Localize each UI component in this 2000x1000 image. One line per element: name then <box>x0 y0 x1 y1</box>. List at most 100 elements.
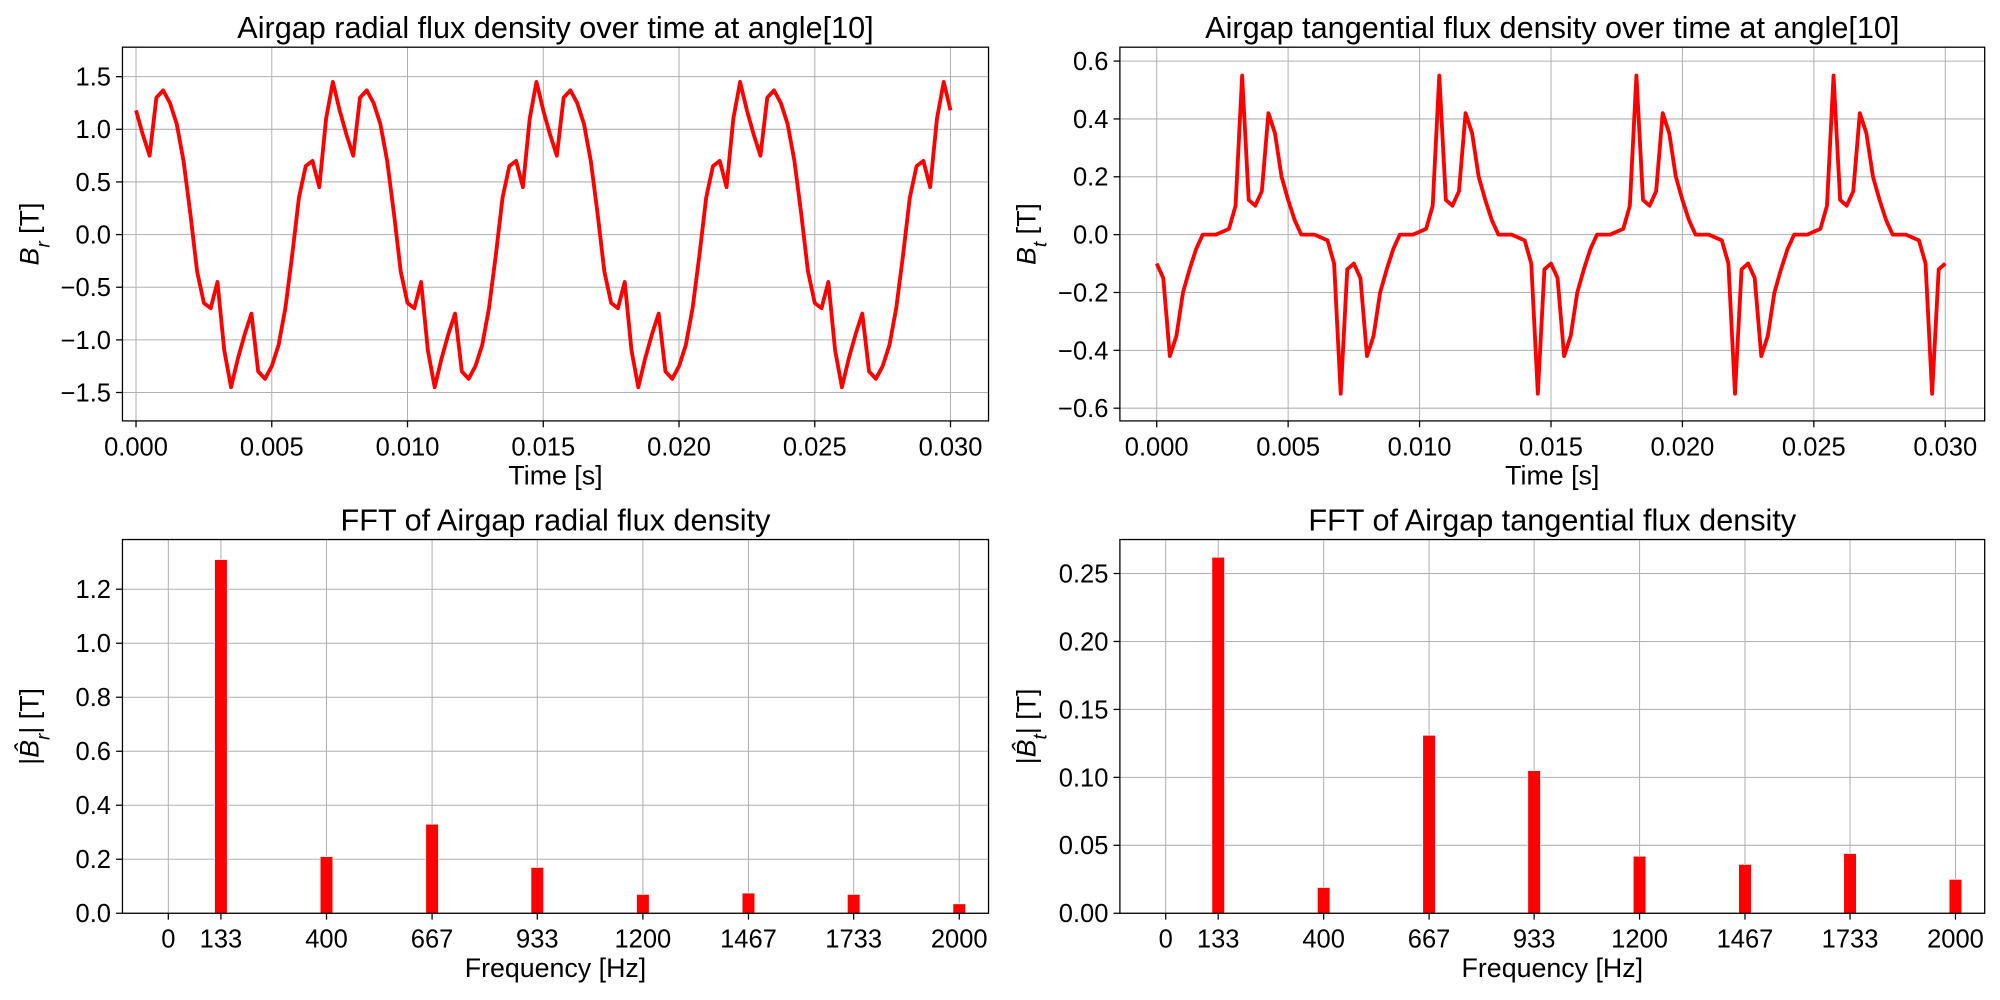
x-tick-label: 1733 <box>1822 926 1879 954</box>
x-axis-label: Time [s] <box>1505 461 1599 491</box>
y-tick-label: 0.10 <box>1059 764 1109 792</box>
bar <box>1527 770 1541 914</box>
x-tick-label: 0.030 <box>1913 433 1977 461</box>
y-tick-label: 1.0 <box>76 630 111 658</box>
x-tick-label: 1200 <box>1611 926 1668 954</box>
bar <box>425 823 439 914</box>
y-tick-label: 0.0 <box>1073 222 1108 250</box>
x-tick-label: 0.000 <box>104 433 168 461</box>
y-tick-label: 0.00 <box>1059 900 1109 928</box>
y-tick-label: −0.4 <box>1058 337 1108 365</box>
y-tick-label: −0.6 <box>1058 395 1108 423</box>
y-tick-label: 0.4 <box>76 792 111 820</box>
y-axis-label-part: B̂ <box>1011 739 1041 757</box>
y-axis-label-part: | [T] <box>14 688 44 734</box>
y-tick-label: −0.5 <box>61 274 111 302</box>
x-tick-label: 1467 <box>720 926 777 954</box>
y-axis-label: |B̂r| [T] <box>14 688 54 765</box>
y-tick-label: 0.05 <box>1059 832 1109 860</box>
y-tick-label: 1.5 <box>76 64 111 92</box>
y-tick-label: 0.2 <box>1073 164 1108 192</box>
y-tick-label: 0.8 <box>76 684 111 712</box>
subplot-title: Airgap radial flux density over time at … <box>237 11 873 45</box>
x-axis-label: Time [s] <box>508 461 602 491</box>
x-tick-label: 0.020 <box>647 433 711 461</box>
axes-frame <box>121 46 990 422</box>
y-axis-label: |B̂t| [T] <box>1011 689 1051 765</box>
x-tick-label: 400 <box>1302 926 1345 954</box>
y-tick-label: 1.0 <box>76 116 111 144</box>
bar <box>636 893 650 914</box>
x-tick-label: 0.015 <box>1519 433 1583 461</box>
x-tick-label: 667 <box>1408 926 1451 954</box>
x-tick-label: 2000 <box>1927 926 1984 954</box>
y-tick-label: 0.4 <box>1073 106 1108 134</box>
x-tick-label: 0.010 <box>376 433 440 461</box>
data-line <box>1154 73 1947 396</box>
bar <box>1422 734 1436 914</box>
y-axis-label-part: | <box>1012 757 1042 764</box>
x-tick-label: 1467 <box>1717 926 1774 954</box>
bar <box>1211 556 1225 914</box>
subplot: 0.00 0.05 0.10 0.15 0.20 0.25 0 133 400 667 933 120… <box>1011 504 1986 983</box>
y-axis-label-part: | [T] <box>1012 689 1042 735</box>
y-tick-label: 0.0 <box>76 900 111 928</box>
y-axis-label-part: | <box>14 758 44 765</box>
bar <box>319 856 334 914</box>
x-tick-label: 0 <box>1159 926 1173 954</box>
axes-frame <box>1119 46 1986 422</box>
x-tick-label: 0.005 <box>240 433 304 461</box>
x-tick-label: 2000 <box>931 926 988 954</box>
bar <box>530 866 545 914</box>
y-axis-label-part: B̂ <box>14 740 44 758</box>
y-axis-label-part: t <box>1030 241 1051 247</box>
x-axis-label: Frequency [Hz] <box>1462 953 1643 983</box>
axes-frame <box>121 538 990 914</box>
x-tick-label: 400 <box>305 926 348 954</box>
bar <box>1316 887 1331 914</box>
y-axis-label: Bt [T] <box>1012 203 1051 265</box>
y-axis-label-part: B <box>14 248 44 266</box>
x-tick-label: 133 <box>200 926 243 954</box>
y-axis-label: Br [T] <box>14 203 54 266</box>
y-tick-label: 1.2 <box>76 576 111 604</box>
bar <box>1948 878 1963 914</box>
y-axis-label-part: t <box>1030 733 1051 739</box>
y-tick-label: 0.2 <box>76 846 111 874</box>
x-tick-label: 0.020 <box>1651 433 1715 461</box>
x-tick-label: 0.015 <box>511 433 575 461</box>
y-tick-label: 0.6 <box>76 738 111 766</box>
y-tick-label: 0.15 <box>1059 696 1109 724</box>
y-tick-label: −1.0 <box>61 327 111 355</box>
x-tick-label: 133 <box>1197 926 1240 954</box>
axes-frame <box>1119 538 1986 914</box>
subplot: 0.0 0.2 0.4 0.6 0.8 1.0 1.2 0 133 400 667 933 1200 14… <box>14 504 990 983</box>
x-tick-label: 0.030 <box>919 433 983 461</box>
x-tick-label: 0 <box>161 926 175 954</box>
x-tick-label: 0.005 <box>1256 433 1320 461</box>
x-tick-label: 1200 <box>615 926 672 954</box>
subplot-title: FFT of Airgap radial flux density <box>341 504 772 538</box>
x-tick-label: 0.025 <box>783 433 847 461</box>
x-tick-label: 0.025 <box>1782 433 1846 461</box>
x-tick-label: 933 <box>516 926 559 954</box>
subplot: −1.5 −1.0 −0.5 0.0 0.5 1.0 1.5 0.000 0.005 0.010 0… <box>14 11 990 491</box>
y-tick-label: 0.25 <box>1059 560 1109 588</box>
data-line <box>134 80 953 390</box>
subplot-title: Airgap tangential flux density over time… <box>1205 11 1899 45</box>
bar <box>1632 855 1647 914</box>
x-axis-label: Frequency [Hz] <box>465 953 646 983</box>
subplot-title: FFT of Airgap tangential flux density <box>1308 504 1796 538</box>
bar <box>1843 853 1857 914</box>
bar <box>214 559 228 914</box>
bar <box>741 892 756 914</box>
bar <box>846 893 861 914</box>
y-tick-label: −0.2 <box>1058 279 1108 307</box>
y-tick-label: 0.5 <box>76 169 111 197</box>
x-tick-label: 0.000 <box>1125 433 1189 461</box>
y-axis-label-part: [T] <box>1012 203 1042 242</box>
x-tick-label: 0.010 <box>1388 433 1452 461</box>
